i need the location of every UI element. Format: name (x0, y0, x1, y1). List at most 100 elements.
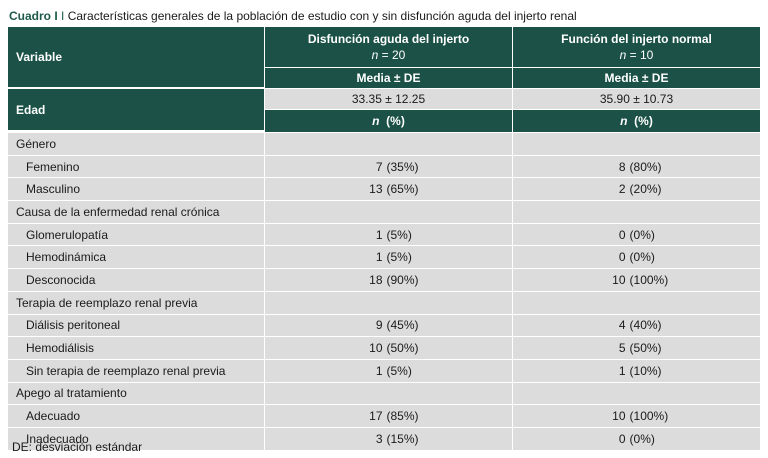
section-empty-cell (512, 201, 760, 223)
row-label: Hemodiálisis (8, 337, 264, 359)
characteristics-table: Variable Disfunción aguda del injerto n … (8, 27, 760, 450)
group2-percent: (40%) (629, 318, 662, 333)
section-row: Apego al tratamiento (8, 381, 760, 405)
section-title: Terapia de reemplazo renal previa (8, 291, 264, 314)
section-empty-cell (264, 291, 512, 314)
group2-count: 5 (618, 341, 626, 356)
group1-count: 13 (369, 182, 383, 197)
section-row: Causa de la enfermedad renal crónica (8, 200, 760, 223)
row-label: Desconocida (8, 269, 264, 291)
table-row: Hemodiálisis 10 (50%) 5 (50%) (8, 336, 760, 359)
group1-value: 10 (50%) (264, 337, 512, 359)
caption-separator: I (57, 9, 68, 23)
group1-value: 1 (5%) (264, 359, 512, 382)
edad-label: Edad (8, 88, 264, 130)
edad-group2-value: 35.90 ± 10.73 (513, 88, 760, 109)
table-row: Femenino 7 (35%) 8 (80%) (8, 154, 760, 178)
table-row: Adecuado 17 (85%) 10 (100%) (8, 404, 760, 427)
group2-count: 8 (618, 159, 626, 174)
group1-percent: (90%) (386, 272, 419, 287)
section-empty-cell (512, 291, 760, 314)
count-header-group2: n (%) (513, 109, 760, 132)
group2-percent: (50%) (629, 341, 662, 356)
group1-value: 1 (5%) (264, 223, 512, 246)
row-label: Hemodinámica (8, 246, 264, 269)
section-empty-cell (264, 133, 512, 155)
table-row: Masculino 13 (65%) 2 (20%) (8, 177, 760, 201)
group2-percent: (20%) (629, 182, 662, 197)
header-group2-title: Función del injerto normal (561, 32, 712, 46)
section-title: Causa de la enfermedad renal crónica (8, 201, 264, 223)
row-label: Glomerulopatía (8, 223, 264, 246)
edad-group1: 33.35 ± 12.25 n (%) (264, 88, 512, 132)
section-empty-cell (264, 382, 512, 405)
group1-value: 1 (5%) (264, 246, 512, 269)
section-title: Género (8, 133, 264, 155)
group1-value: 3 (15%) (264, 427, 512, 450)
group1-percent: (5%) (386, 227, 412, 242)
group2-count: 10 (612, 409, 626, 424)
caption-label: Cuadro I (9, 9, 58, 23)
group1-value: 18 (90%) (264, 269, 512, 291)
row-label: Diálisis peritoneal (8, 314, 264, 337)
group2-percent: (0%) (629, 227, 655, 242)
group1-count: 3 (375, 431, 383, 446)
group2-value: 0 (0%) (512, 223, 760, 246)
header-group1-title: Disfunción aguda del injerto (307, 32, 470, 46)
header-group1-stat: Media ± DE (265, 67, 512, 88)
group1-count: 1 (375, 227, 383, 242)
group2-percent: (100%) (629, 272, 669, 287)
group1-count: 1 (375, 250, 383, 265)
header-variable: Variable (8, 27, 264, 87)
group2-percent: (10%) (629, 363, 662, 378)
table-caption: Cuadro I I Características generales de … (9, 9, 577, 23)
group1-percent: (5%) (386, 250, 412, 265)
group2-value: 1 (10%) (512, 359, 760, 382)
table-row: Hemodinámica 1 (5%) 0 (0%) (8, 245, 760, 269)
group2-count: 2 (618, 182, 626, 197)
header-group1-title-cell: Disfunción aguda del injerto n = 20 (265, 27, 512, 67)
header-group1-n: n = 20 (371, 48, 406, 62)
section-empty-cell (512, 382, 760, 405)
group1-percent: (15%) (386, 431, 419, 446)
group1-value: 13 (65%) (264, 178, 512, 201)
table-row: Glomerulopatía 1 (5%) 0 (0%) (8, 222, 760, 246)
group1-percent: (65%) (386, 182, 419, 197)
header-group2-n: n = 10 (619, 48, 654, 62)
group1-count: 10 (369, 341, 383, 356)
group2-value: 5 (50%) (512, 337, 760, 359)
row-label: Adecuado (8, 405, 264, 427)
section-title: Apego al tratamiento (8, 382, 264, 405)
section-row: Género (8, 132, 760, 155)
table-row: Sin terapia de reemplazo renal previa 1 (5… (8, 358, 760, 382)
edad-row: Edad 33.35 ± 12.25 n (%) 35.90 ± 10.73 n… (8, 88, 760, 132)
row-label: Femenino (8, 155, 264, 178)
edad-group1-value: 33.35 ± 12.25 (265, 88, 512, 109)
group1-value: 9 (45%) (264, 314, 512, 337)
group1-percent: (50%) (386, 341, 419, 356)
section-empty-cell (264, 201, 512, 223)
group1-count: 18 (369, 272, 383, 287)
group2-percent: (0%) (629, 250, 655, 265)
group2-count: 0 (618, 227, 626, 242)
row-label: Inadecuado (8, 427, 264, 450)
header-group2-stat: Media ± DE (513, 67, 760, 88)
header-group1: Disfunción aguda del injerto n = 20 Medi… (264, 27, 512, 88)
group2-percent: (80%) (629, 159, 662, 174)
row-label: Masculino (8, 178, 264, 201)
caption-text: Características generales de la població… (67, 9, 577, 23)
group1-percent: (5%) (386, 363, 412, 378)
header-group2: Función del injerto normal n = 10 Media … (512, 27, 760, 88)
group1-value: 7 (35%) (264, 155, 512, 178)
group1-count: 9 (375, 318, 383, 333)
group1-count: 17 (369, 409, 383, 424)
group2-value: 2 (20%) (512, 178, 760, 201)
header-group2-title-cell: Función del injerto normal n = 10 (513, 27, 760, 67)
table-row: Diálisis peritoneal 9 (45%) 4 (40%) (8, 313, 760, 337)
group2-value: 10 (100%) (512, 269, 760, 291)
header-row: Variable Disfunción aguda del injerto n … (8, 27, 760, 88)
row-label: Sin terapia de reemplazo renal previa (8, 359, 264, 382)
table-row: Desconocida 18 (90%) 10 (100%) (8, 268, 760, 291)
group1-percent: (45%) (386, 318, 419, 333)
group2-value: 0 (0%) (512, 246, 760, 269)
